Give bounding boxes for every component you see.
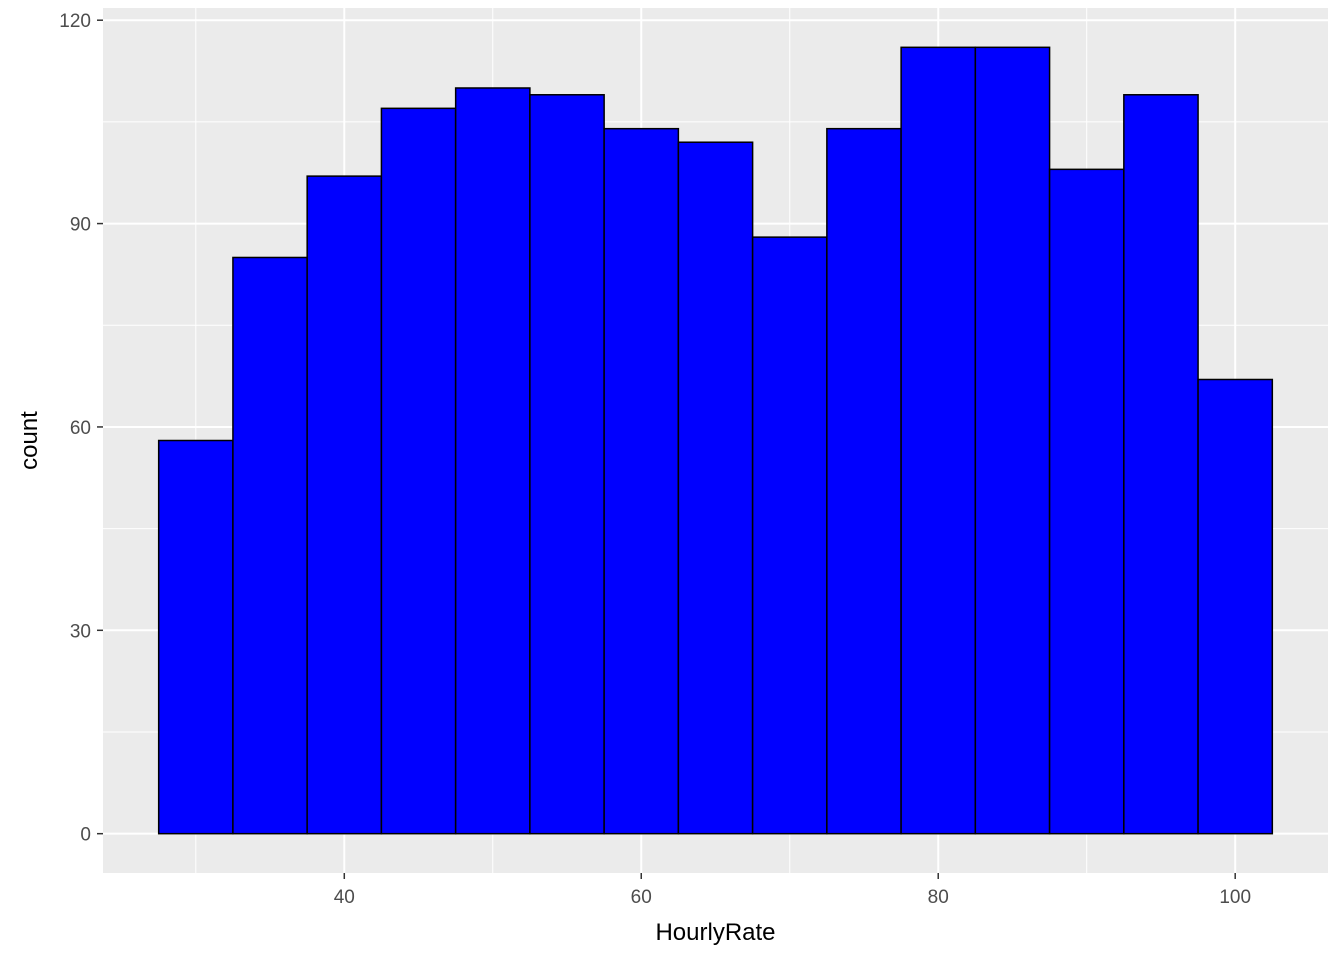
histogram-bar [529, 94, 605, 835]
histogram-bar [974, 46, 1051, 835]
y-tick-label: 120 [59, 11, 91, 32]
histogram-bar [380, 107, 457, 835]
x-tick-label: 100 [1219, 887, 1251, 908]
histogram-bars [157, 46, 1274, 835]
y-tick-label: 0 [80, 825, 91, 846]
y-tick-label: 90 [70, 215, 91, 236]
histogram-bar [454, 87, 531, 835]
y-tick-label: 60 [70, 418, 91, 439]
histogram-bar [232, 256, 308, 835]
histogram-bar [306, 175, 383, 835]
histogram-bar [826, 127, 902, 835]
x-tick-label: 40 [334, 887, 355, 908]
x-axis: 40 60 80 100 [334, 873, 1251, 908]
histogram-bar [900, 46, 977, 835]
histogram-bar [1197, 378, 1274, 835]
histogram-bar [751, 236, 828, 835]
y-tick-label: 30 [70, 621, 91, 642]
histogram-bar [677, 141, 754, 835]
x-tick-label: 80 [928, 887, 949, 908]
y-axis-title: count [16, 411, 43, 470]
histogram-bar [157, 439, 234, 835]
histogram-bar [603, 127, 680, 835]
y-axis: 0 30 60 90 120 [59, 11, 103, 846]
histogram-bar [1123, 94, 1199, 835]
histogram-bar [1048, 168, 1125, 835]
x-axis-title: HourlyRate [655, 919, 775, 946]
x-tick-label: 60 [631, 887, 652, 908]
